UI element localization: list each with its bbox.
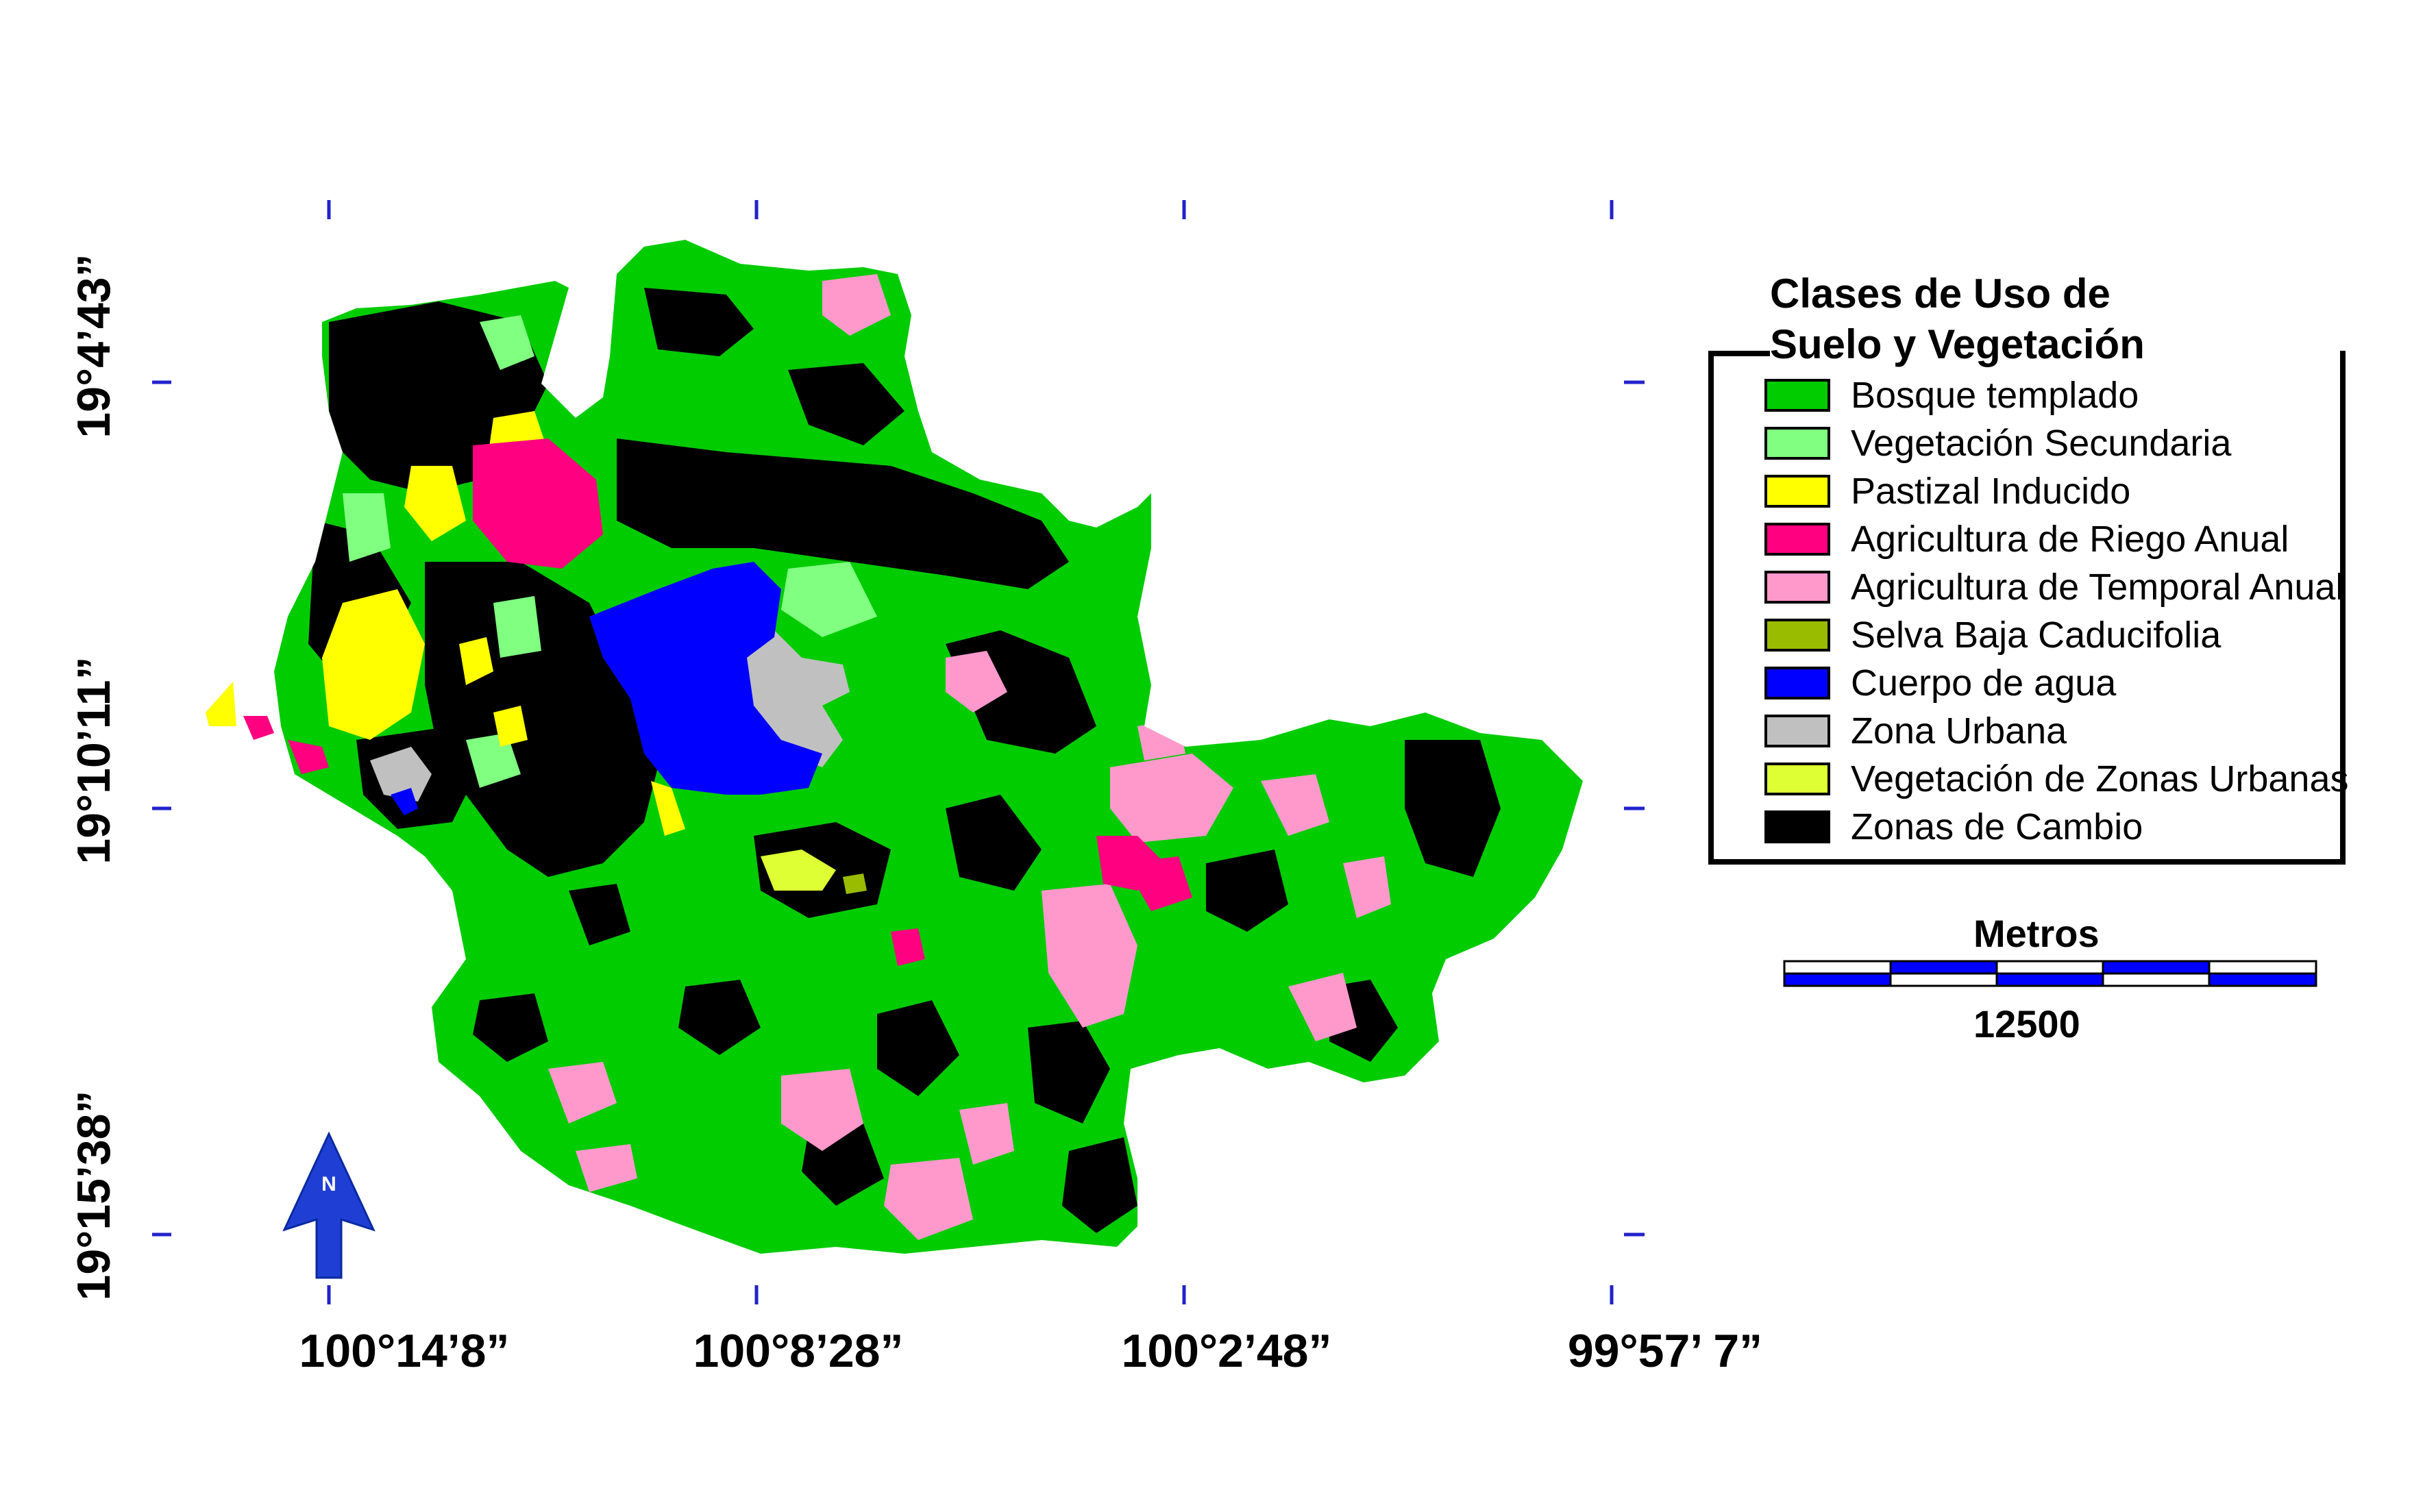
legend-swatch [1764, 619, 1830, 652]
scale-bar [1783, 960, 2317, 987]
legend-item: Cuerpo de agua [1764, 659, 2349, 707]
legend-item: Vegetación Secundaria [1764, 419, 2349, 467]
legend-title: Clases de Uso de Suelo y Vegetación [1770, 269, 2145, 370]
lat-label: 19°15’38” [68, 1091, 120, 1301]
legend-item: Bosque templado [1764, 371, 2349, 419]
legend-swatch [1764, 379, 1830, 412]
legend-label: Pastizal Inducido [1851, 471, 2131, 512]
scale-bar-title: Metros [1973, 912, 2100, 955]
latitude-labels: 19°4’43” 19°10’11” 19°15’38” [68, 253, 120, 1300]
legend-swatch [1764, 667, 1830, 699]
legend-swatch [1764, 427, 1830, 460]
legend-item: Agricultura de Temporal Anual [1764, 563, 2349, 611]
legend-swatch [1764, 715, 1830, 747]
north-arrow: N [282, 1131, 376, 1279]
legend-label: Zona Urbana [1851, 710, 2067, 752]
legend-label: Agricultura de Temporal Anual [1851, 567, 2344, 608]
agricultura-de-riego-patches [288, 438, 1192, 966]
legend-frame-top [1708, 351, 1770, 356]
legend-label: Vegetación Secundaria [1851, 423, 2232, 464]
legend-swatch [1764, 810, 1830, 843]
legend-item: Agricultura de Riego Anual [1764, 515, 2349, 563]
longitude-labels: 100°14’8” 100°8’28” 100°2’48” 99°57’ 7” [299, 1325, 1763, 1377]
legend-item: Zonas de Cambio [1764, 803, 2349, 851]
legend-swatch [1764, 763, 1830, 795]
lat-label: 19°4’43” [68, 253, 120, 438]
isolated-riego-fragment [243, 716, 274, 740]
legend-swatch [1764, 475, 1830, 508]
vegetacion-secundaria-patches [343, 315, 877, 788]
zona-urbana-patches [370, 630, 850, 802]
legend-label: Bosque templado [1851, 375, 2139, 416]
legend-swatch [1764, 523, 1830, 556]
isolated-pastizal-fragment [206, 682, 236, 726]
legend-title-line2: Suelo y Vegetación [1770, 321, 2145, 367]
lon-label: 100°2’48” [1122, 1325, 1332, 1377]
legend: Bosque templado Vegetación Secundaria Pa… [1764, 371, 2349, 851]
lat-label: 19°10’11” [68, 656, 120, 864]
legend-title-line1: Clases de Uso de [1770, 271, 2110, 317]
legend-item: Pastizal Inducido [1764, 467, 2349, 515]
graticule-ticks [152, 200, 1645, 1304]
agricultura-de-temporal-patches [548, 274, 1391, 1240]
cuerpo-de-agua-patch [589, 562, 822, 795]
cuerpo-de-agua-small [391, 788, 418, 815]
lon-label: 100°8’28” [693, 1325, 904, 1377]
north-label: N [321, 1173, 336, 1195]
legend-swatch [1764, 571, 1830, 604]
scale-bar-value: 12500 [1973, 1002, 2080, 1045]
north-arrow-icon [282, 1131, 376, 1279]
legend-label: Vegetación de Zonas Urbanas [1851, 758, 2349, 800]
legend-item: Zona Urbana [1764, 707, 2349, 755]
legend-item: Selva Baja Caducifolia [1764, 611, 2349, 659]
lon-label: 99°57’ 7” [1568, 1325, 1762, 1377]
vegetacion-zonas-urbanas-patch [761, 850, 836, 891]
selva-baja-patch [843, 873, 867, 894]
legend-label: Agricultura de Riego Anual [1851, 519, 2289, 560]
legend-label: Cuerpo de agua [1851, 662, 2117, 704]
legend-label: Selva Baja Caducifolia [1851, 615, 2222, 656]
legend-frame [1708, 351, 2346, 865]
land-use-map [206, 240, 1583, 1254]
legend-label: Zonas de Cambio [1851, 806, 2143, 847]
lon-label: 100°14’8” [299, 1325, 510, 1377]
legend-item: Vegetación de Zonas Urbanas [1764, 755, 2349, 803]
